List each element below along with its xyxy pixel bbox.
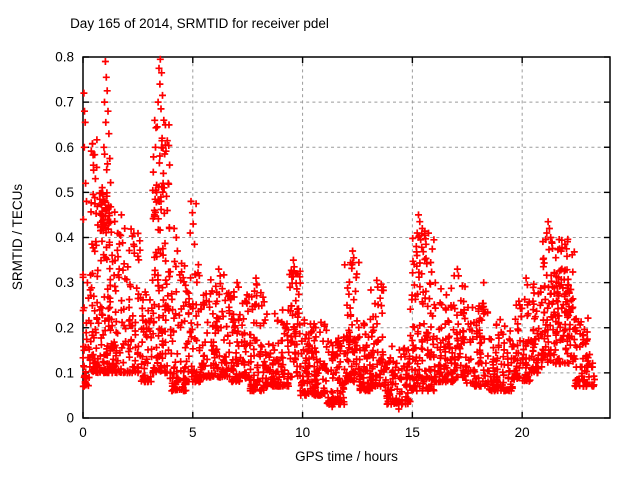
y-tick-label: 0.1: [55, 365, 74, 380]
x-tick-label: 15: [405, 425, 420, 440]
y-tick-label: 0.8: [55, 50, 74, 65]
chart-title: Day 165 of 2014, SRMTID for receiver pde…: [0, 16, 546, 31]
x-tick-label: 5: [189, 425, 197, 440]
y-axis-label-text: SRMTID / TECUs: [10, 183, 25, 291]
y-tick-label: 0.6: [55, 140, 74, 155]
y-tick-label: 0.4: [55, 230, 74, 245]
y-tick-label: 0.7: [55, 95, 74, 110]
y-tick-label: 0.3: [55, 275, 74, 290]
y-tick-label: 0.2: [55, 320, 74, 335]
chart-title-text: Day 165 of 2014, SRMTID for receiver pde…: [70, 16, 329, 31]
x-tick-label: 10: [295, 425, 310, 440]
x-tick-label: 20: [515, 425, 530, 440]
y-tick-label: 0: [66, 411, 74, 426]
x-axis-label: GPS time / hours: [295, 449, 398, 464]
scatter-points: [79, 55, 598, 413]
x-tick-label: 0: [79, 425, 87, 440]
y-tick-label: 0.5: [55, 185, 74, 200]
